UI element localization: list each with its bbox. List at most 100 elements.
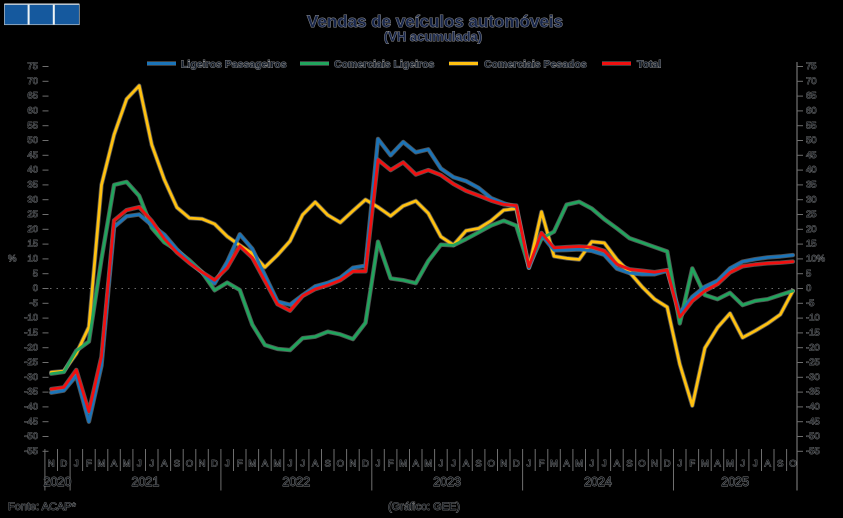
svg-text:J: J: [376, 459, 381, 470]
svg-text:30: 30: [27, 194, 38, 205]
svg-text:2023: 2023: [433, 475, 461, 489]
svg-text:M: M: [701, 459, 709, 470]
svg-text:50: 50: [806, 135, 817, 146]
svg-text:-25: -25: [806, 357, 820, 368]
svg-text:70: 70: [806, 76, 817, 87]
svg-text:M: M: [726, 459, 734, 470]
svg-text:A: A: [463, 459, 470, 470]
svg-text:20: 20: [27, 224, 38, 235]
svg-text:S: S: [325, 459, 331, 470]
svg-text:(Gráfico: GEE): (Gráfico: GEE): [388, 501, 460, 513]
svg-text:J: J: [288, 459, 293, 470]
svg-text:A: A: [765, 459, 772, 470]
svg-text:(VH acumulada): (VH acumulada): [384, 29, 482, 44]
svg-text:A: A: [262, 459, 269, 470]
svg-text:D: D: [664, 459, 671, 470]
svg-text:M: M: [123, 459, 131, 470]
svg-text:A: A: [161, 459, 168, 470]
svg-text:-30: -30: [806, 372, 820, 383]
svg-text:M: M: [575, 459, 583, 470]
svg-text:M: M: [550, 459, 558, 470]
svg-text:J: J: [753, 459, 758, 470]
svg-text:D: D: [513, 459, 520, 470]
svg-text:J: J: [74, 459, 79, 470]
svg-text:-55: -55: [806, 446, 820, 457]
svg-text:A: A: [312, 459, 319, 470]
svg-text:35: 35: [27, 180, 38, 191]
svg-text:Total: Total: [637, 59, 661, 71]
svg-text:65: 65: [27, 91, 38, 102]
svg-text:Fonte: ACAP*: Fonte: ACAP*: [8, 501, 77, 513]
svg-text:-5: -5: [30, 298, 38, 309]
svg-text:J: J: [527, 459, 532, 470]
svg-text:0: 0: [806, 283, 811, 294]
svg-text:-50: -50: [806, 431, 820, 442]
svg-text:75: 75: [27, 61, 38, 72]
svg-text:0: 0: [33, 283, 38, 294]
svg-text:J: J: [225, 459, 230, 470]
svg-text:Vendas de veículos automóveis: Vendas de veículos automóveis: [307, 12, 563, 31]
svg-text:25: 25: [806, 209, 817, 220]
svg-text:S: S: [475, 459, 481, 470]
svg-text:5: 5: [33, 268, 38, 279]
svg-text:60: 60: [806, 106, 817, 117]
svg-text:60: 60: [27, 106, 38, 117]
svg-text:J: J: [300, 459, 305, 470]
svg-text:O: O: [789, 459, 796, 470]
svg-text:-55: -55: [24, 446, 38, 457]
svg-text:70: 70: [27, 76, 38, 87]
svg-text:Comerciais Ligeiros: Comerciais Ligeiros: [334, 59, 435, 71]
svg-text:A: A: [614, 459, 621, 470]
svg-text:75: 75: [806, 61, 817, 72]
svg-text:J: J: [137, 459, 142, 470]
svg-text:40: 40: [806, 165, 817, 176]
svg-text:F: F: [86, 459, 92, 470]
svg-text:N: N: [199, 459, 206, 470]
svg-text:25: 25: [27, 209, 38, 220]
svg-text:O: O: [488, 459, 495, 470]
svg-text:-20: -20: [24, 342, 38, 353]
svg-text:20: 20: [806, 224, 817, 235]
svg-text:55: 55: [27, 120, 38, 131]
svg-text:35: 35: [806, 180, 817, 191]
svg-text:A: A: [714, 459, 721, 470]
svg-text:45: 45: [27, 150, 38, 161]
svg-text:15: 15: [806, 239, 817, 250]
svg-text:-50: -50: [24, 431, 38, 442]
svg-text:N: N: [651, 459, 658, 470]
svg-text:J: J: [740, 459, 745, 470]
svg-text:55: 55: [806, 120, 817, 131]
svg-text:S: S: [174, 459, 180, 470]
svg-text:D: D: [60, 459, 67, 470]
svg-text:40: 40: [27, 165, 38, 176]
svg-text:M: M: [98, 459, 106, 470]
svg-text:-10: -10: [24, 313, 38, 324]
svg-text:M: M: [274, 459, 282, 470]
svg-text:-30: -30: [24, 372, 38, 383]
svg-text:2024: 2024: [584, 475, 612, 489]
svg-text:Comerciais Pesados: Comerciais Pesados: [484, 59, 587, 71]
svg-text:-45: -45: [24, 416, 38, 427]
svg-text:5: 5: [806, 268, 811, 279]
svg-text:M: M: [424, 459, 432, 470]
svg-text:30: 30: [806, 194, 817, 205]
svg-text:S: S: [626, 459, 632, 470]
svg-text:A: A: [111, 459, 118, 470]
svg-text:J: J: [149, 459, 154, 470]
svg-text:2021: 2021: [132, 475, 160, 489]
svg-text:2022: 2022: [282, 475, 310, 489]
svg-text:50: 50: [27, 135, 38, 146]
svg-text:F: F: [237, 459, 243, 470]
svg-text:F: F: [689, 459, 695, 470]
svg-text:F: F: [539, 459, 545, 470]
svg-text:-40: -40: [806, 402, 820, 413]
svg-text:M: M: [248, 459, 256, 470]
svg-text:-25: -25: [24, 357, 38, 368]
svg-text:O: O: [337, 459, 344, 470]
svg-text:-45: -45: [806, 416, 820, 427]
svg-text:-40: -40: [24, 402, 38, 413]
svg-text:J: J: [602, 459, 607, 470]
svg-text:-15: -15: [806, 328, 820, 339]
svg-text:O: O: [638, 459, 645, 470]
svg-text:%: %: [8, 254, 17, 265]
